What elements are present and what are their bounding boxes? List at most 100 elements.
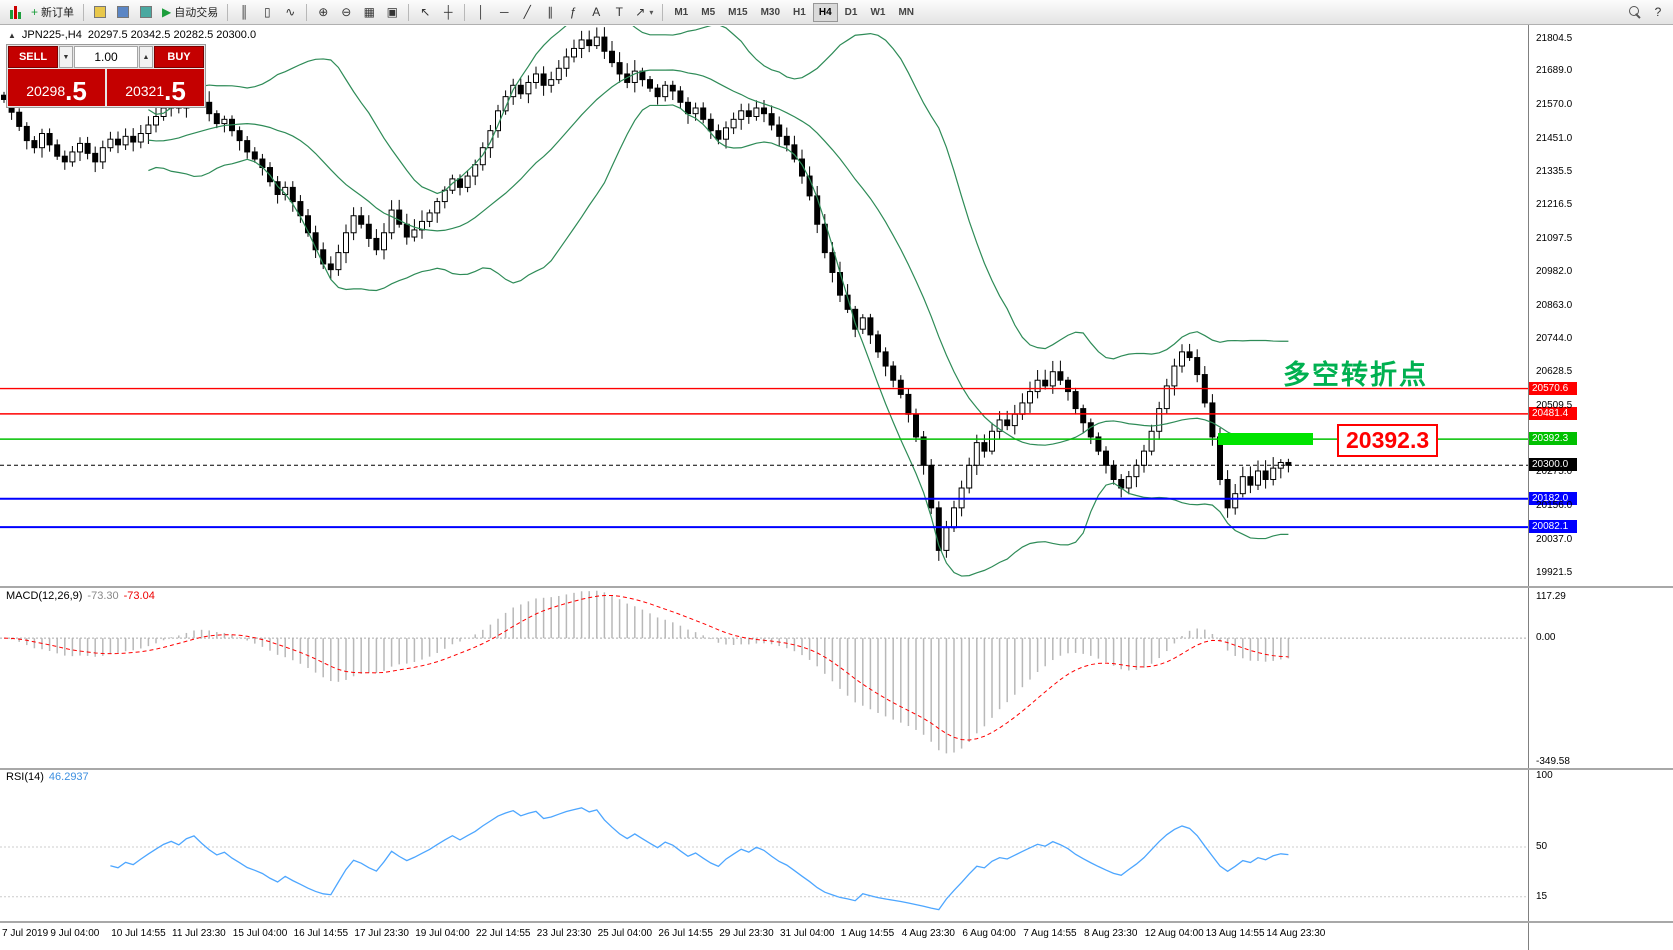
candle-body xyxy=(540,73,547,86)
new-order-button[interactable]: + 新订单 xyxy=(27,2,78,23)
candle-body xyxy=(327,263,334,271)
label-tool[interactable]: T xyxy=(608,2,630,23)
candle-body xyxy=(1186,351,1193,359)
timeframe-d1[interactable]: D1 xyxy=(839,3,864,22)
candle-body xyxy=(92,152,99,163)
rsi-value: 46.2937 xyxy=(48,771,89,783)
timeframe-h1[interactable]: H1 xyxy=(787,3,812,22)
timeframe-mn[interactable]: MN xyxy=(892,3,920,22)
tile-glyph-icon: ▣ xyxy=(386,5,398,19)
trendline-tool[interactable]: ╱ xyxy=(516,2,538,23)
candle-body xyxy=(46,133,53,146)
cursor-icon[interactable]: ↖ xyxy=(414,2,436,23)
candle-body xyxy=(1194,357,1201,376)
sell-price-display[interactable]: 20298 .5 xyxy=(8,69,105,106)
candle-body xyxy=(1065,379,1071,393)
candle-body xyxy=(84,142,91,154)
new-order-label: 新订单 xyxy=(41,7,75,19)
timeframe-w1[interactable]: W1 xyxy=(864,3,891,22)
candle-body xyxy=(989,430,995,452)
auto-trading-button[interactable]: ▶ 自动交易 xyxy=(158,2,222,23)
sell-button[interactable]: SELL xyxy=(8,46,58,68)
candle-body xyxy=(1285,461,1292,466)
rsi-timeaxis-divider[interactable] xyxy=(0,921,1673,923)
text-tool[interactable]: A xyxy=(585,2,607,23)
time-axis-label: 11 Jul 23:30 xyxy=(172,928,226,939)
chart-macd-divider[interactable] xyxy=(0,586,1673,588)
bar-chart-icon[interactable]: ║ xyxy=(233,2,255,23)
candle-body xyxy=(381,232,387,251)
timeframe-m5[interactable]: M5 xyxy=(695,3,721,22)
vertical-line-tool[interactable]: │ xyxy=(470,2,492,23)
candle-body xyxy=(411,229,418,238)
key-price-label[interactable]: 20392.3 xyxy=(1337,424,1439,457)
toolbar-separator xyxy=(83,3,85,21)
candle-body xyxy=(403,223,410,238)
bars-glyph-icon: ║ xyxy=(239,5,249,19)
label-glyph-icon: T xyxy=(615,5,623,19)
volume-increase-button[interactable]: ▲ xyxy=(139,46,153,68)
candle-body xyxy=(1171,365,1178,387)
candle-body xyxy=(122,135,129,146)
zoom-in-glyph-icon: ⊕ xyxy=(318,5,329,19)
candle-body xyxy=(267,167,273,183)
candle-body xyxy=(601,36,608,52)
toolbar-separator xyxy=(464,3,466,21)
volume-decrease-button[interactable]: ▼ xyxy=(59,46,73,68)
candle-body xyxy=(1224,478,1231,509)
candle-body xyxy=(115,138,121,146)
candlestick-chart-icon[interactable]: ▯ xyxy=(256,2,278,23)
price-axis xyxy=(1528,25,1673,950)
new-chart-icon[interactable] xyxy=(4,2,26,23)
grid-icon[interactable]: ▦ xyxy=(358,2,380,23)
fibonacci-tool[interactable]: ƒ xyxy=(562,2,584,23)
macd-rsi-divider[interactable] xyxy=(0,768,1673,770)
candle-body xyxy=(510,84,517,98)
help-icon[interactable]: ? xyxy=(1647,2,1669,23)
candle-body xyxy=(464,175,471,188)
auto-trading-label: 自动交易 xyxy=(174,7,219,19)
support-highlight-bar[interactable] xyxy=(1218,433,1313,446)
timeframe-h4[interactable]: H4 xyxy=(812,2,838,22)
timeframe-m15[interactable]: M15 xyxy=(722,3,753,22)
search-icon[interactable] xyxy=(1624,2,1646,23)
candle-body xyxy=(39,133,45,149)
arrows-tool[interactable]: ↗ ▾ xyxy=(631,2,657,23)
time-axis-label: 15 Jul 04:00 xyxy=(232,928,288,939)
data-window-icon[interactable] xyxy=(112,2,134,23)
tile-windows-icon[interactable]: ▣ xyxy=(381,2,403,23)
candle-body xyxy=(1232,493,1239,509)
buy-price-display[interactable]: 20321 .5 xyxy=(107,69,204,106)
candle-body xyxy=(358,215,365,225)
candle-body xyxy=(844,294,851,310)
volume-input[interactable] xyxy=(74,46,138,68)
zoom-out-icon[interactable]: ⊖ xyxy=(335,2,357,23)
candle-body xyxy=(1072,391,1079,410)
candle-body xyxy=(274,181,281,195)
zoom-in-icon[interactable]: ⊕ xyxy=(312,2,334,23)
one-click-collapse-icon[interactable]: ▲ xyxy=(8,30,16,40)
market-watch-icon[interactable] xyxy=(89,2,111,23)
candle-body xyxy=(875,334,881,353)
buy-button[interactable]: BUY xyxy=(154,46,204,68)
macd-value: -73.30 xyxy=(87,590,119,602)
candle-body xyxy=(153,115,159,126)
symbol-header: ▲ JPN225-,H4 20297.5 20342.5 20282.5 203… xyxy=(8,29,256,41)
navigator-glyph-icon xyxy=(140,6,153,18)
grid-glyph-icon: ▦ xyxy=(363,5,375,19)
candle-body xyxy=(1148,430,1155,452)
horizontal-line-tool[interactable]: ─ xyxy=(493,2,515,23)
candle-body xyxy=(320,249,327,265)
channel-tool[interactable]: ∥ xyxy=(539,2,561,23)
timeframe-m1[interactable]: M1 xyxy=(668,3,694,22)
navigator-icon[interactable] xyxy=(135,2,157,23)
turning-point-annotation[interactable]: 多空转折点 xyxy=(1283,360,1428,390)
macd-label: MACD(12,26,9) -73.30 -73.04 xyxy=(6,590,155,602)
line-chart-icon[interactable]: ∿ xyxy=(279,2,301,23)
buy-price-main: 20321 xyxy=(125,83,165,99)
time-axis-label: 13 Aug 14:55 xyxy=(1205,928,1265,939)
timeframe-m30[interactable]: M30 xyxy=(755,3,786,22)
candle-body xyxy=(388,209,395,234)
crosshair-icon[interactable]: ┼ xyxy=(437,2,459,23)
time-axis-label: 8 Aug 23:30 xyxy=(1084,928,1138,939)
